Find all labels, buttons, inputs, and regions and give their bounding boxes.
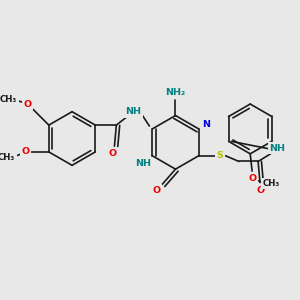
- Text: CH₃: CH₃: [0, 153, 15, 162]
- Text: O: O: [22, 147, 30, 156]
- Text: O: O: [24, 100, 32, 109]
- Text: NH₂: NH₂: [165, 88, 186, 97]
- Text: O: O: [109, 149, 117, 158]
- Text: CH₃: CH₃: [0, 95, 17, 104]
- Text: NH: NH: [135, 159, 151, 168]
- Text: N: N: [202, 120, 210, 129]
- Text: O: O: [257, 186, 265, 195]
- Text: S: S: [216, 151, 223, 160]
- Text: NH: NH: [126, 107, 142, 116]
- Text: O: O: [152, 186, 160, 195]
- Text: NH: NH: [269, 144, 285, 153]
- Text: CH₃: CH₃: [262, 179, 280, 188]
- Text: O: O: [248, 174, 256, 183]
